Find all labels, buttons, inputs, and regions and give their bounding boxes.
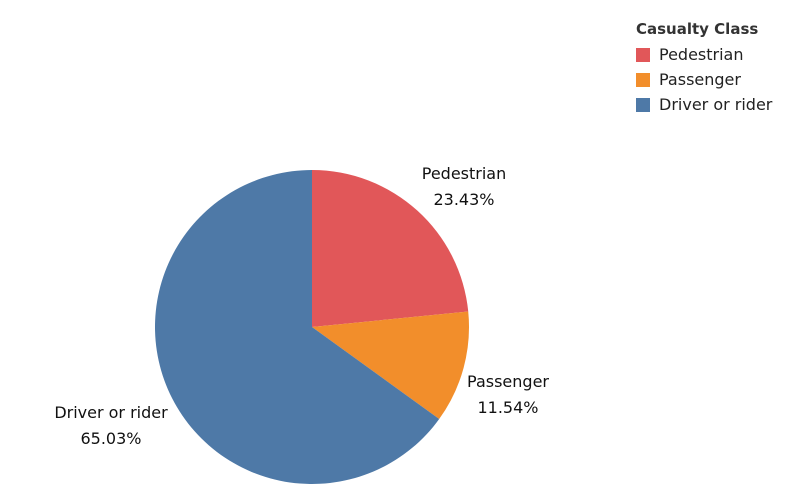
legend-swatch-passenger <box>636 72 650 87</box>
slice-value-pedestrian: 23.43% <box>433 190 494 209</box>
legend-label-driver-or-rider: Driver or rider <box>659 95 773 114</box>
slice-label-driver-or-rider: Driver or rider <box>54 403 168 422</box>
legend-label-pedestrian: Pedestrian <box>659 45 744 64</box>
legend-swatch-pedestrian <box>636 47 650 62</box>
legend-title: Casualty Class <box>636 20 759 38</box>
legend: Casualty Class Pedestrian Passenger Driv… <box>636 20 772 117</box>
pie-slice-pedestrian[interactable] <box>312 170 469 327</box>
slice-value-passenger: 11.54% <box>477 398 538 417</box>
legend-item-pedestrian[interactable]: Pedestrian <box>636 42 772 67</box>
pie-slices <box>154 170 469 484</box>
pie-slice-driver-or-rider[interactable] <box>154 170 440 484</box>
pie-slice-passenger[interactable] <box>312 311 469 420</box>
legend-swatch-driver-or-rider <box>636 97 650 112</box>
slice-label-passenger: Passenger <box>467 372 549 391</box>
slice-label-pedestrian: Pedestrian <box>422 164 507 183</box>
legend-item-driver-or-rider[interactable]: Driver or rider <box>636 92 772 117</box>
pie-labels: Pedestrian 23.43% Passenger 11.54% Driver or… <box>54 164 549 448</box>
legend-item-passenger[interactable]: Passenger <box>636 67 772 92</box>
slice-value-driver-or-rider: 65.03% <box>80 429 141 448</box>
legend-label-passenger: Passenger <box>659 70 741 89</box>
